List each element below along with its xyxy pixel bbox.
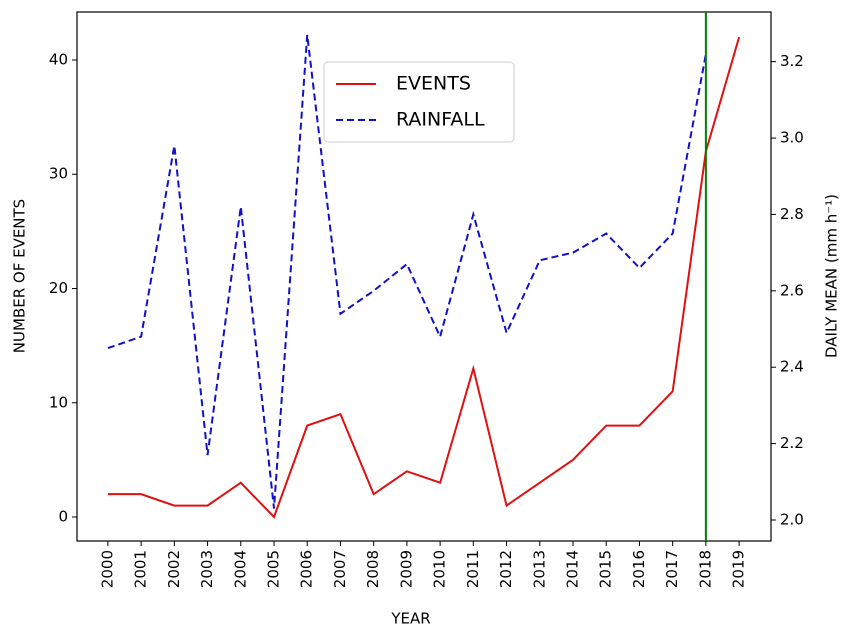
x-tick-label: 2015 bbox=[597, 550, 615, 588]
legend-label: EVENTS bbox=[396, 73, 471, 95]
y-tick-label: 20 bbox=[49, 279, 68, 297]
y2-tick-label: 2.4 bbox=[780, 358, 804, 376]
y-tick-label: 10 bbox=[49, 393, 68, 411]
y2-tick-label: 3.0 bbox=[780, 129, 804, 147]
x-tick-label: 2000 bbox=[98, 550, 116, 588]
x-tick-label: 2009 bbox=[397, 550, 415, 588]
x-tick-label: 2006 bbox=[298, 550, 316, 588]
y2-tick-label: 2.2 bbox=[780, 434, 804, 452]
y2-tick-label: 2.0 bbox=[780, 510, 804, 528]
x-tick-label: 2018 bbox=[696, 550, 714, 588]
x-tick-label: 2003 bbox=[198, 550, 216, 588]
x-tick-label: 2013 bbox=[530, 550, 548, 588]
x-tick-label: 2019 bbox=[730, 550, 748, 588]
y-tick-label: 30 bbox=[49, 165, 68, 183]
x-tick-label: 2004 bbox=[231, 550, 249, 588]
x-tick-label: 2011 bbox=[464, 550, 482, 588]
y-tick-label: 40 bbox=[49, 50, 68, 68]
x-tick-label: 2016 bbox=[630, 550, 648, 588]
x-tick-label: 2012 bbox=[497, 550, 515, 588]
series-line bbox=[107, 34, 707, 509]
x-tick-label: 2008 bbox=[364, 550, 382, 588]
x-tick-label: 2014 bbox=[563, 550, 581, 588]
y2-tick-label: 2.8 bbox=[780, 205, 804, 223]
y2-tick-label: 3.2 bbox=[780, 52, 804, 70]
x-tick-label: 2007 bbox=[331, 550, 349, 588]
y2-axis-label: DAILY MEAN (mm h⁻¹) bbox=[823, 194, 841, 358]
plot-frame bbox=[76, 11, 772, 542]
x-axis-label: YEAR bbox=[390, 610, 430, 628]
x-tick-label: 2001 bbox=[132, 550, 150, 588]
x-tick-label: 2010 bbox=[431, 550, 449, 588]
y2-tick-label: 2.6 bbox=[780, 281, 804, 299]
legend-label: RAINFALL bbox=[396, 109, 485, 131]
legend-box bbox=[323, 61, 515, 143]
x-tick-label: 2017 bbox=[663, 550, 681, 588]
series-line bbox=[107, 36, 741, 519]
y-tick-label: 0 bbox=[58, 508, 68, 526]
y-axis-label: NUMBER OF EVENTS bbox=[11, 199, 29, 353]
x-tick-label: 2002 bbox=[165, 550, 183, 588]
x-tick-label: 2005 bbox=[265, 550, 283, 588]
